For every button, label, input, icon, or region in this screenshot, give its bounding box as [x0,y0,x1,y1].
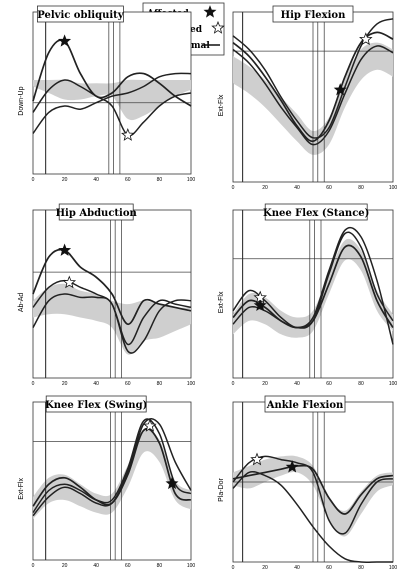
panel-title: Pelvic obliquity [37,10,125,21]
event-lines [45,210,122,378]
unaffected-star-icon [121,127,135,141]
panel-title: Hip Flexion [281,10,346,21]
x-tick-label: 40 [93,563,99,569]
panel-hip-abduction: 0 20 40 60 80 100 Hip Abduction Ab-Ad [18,203,196,387]
x-tick-label: 40 [294,185,300,191]
x-tick-label: 80 [358,381,364,387]
x-tick-label: 20 [62,563,68,569]
unaffected-star-icon [250,452,264,466]
x-tick-label: 100 [389,565,398,571]
unaffected-star-icon [62,275,77,289]
event-lines [242,402,325,562]
event-lines [45,402,122,560]
x-tick-label: 0 [32,177,35,183]
series-line-unaffected [32,79,192,137]
x-tick-label: 80 [157,563,163,569]
panel-title-box [58,203,134,221]
y-axis-label: Pla-Dor [218,477,225,501]
x-tick-label: 60 [326,381,332,387]
x-tick-label: 0 [232,185,235,191]
unaffected-star-icon [253,290,267,304]
normal-band [33,428,191,519]
affected-star-icon [58,243,72,256]
panel-title-box [45,395,147,413]
normal-band [233,42,393,155]
affected-star-icon [58,34,72,47]
panel-pelvic-obliquity: 0 20 40 60 80 100 Pelvic obliquity Down-Up [18,5,196,183]
panel-title-box [264,203,368,221]
affected-star-icon [165,476,179,490]
x-tick-labels: 0 20 40 60 80 100 [32,177,196,183]
x-tick-label: 100 [187,177,196,183]
y-axis-label: Ab-Ad [18,293,25,313]
x-tick-label: 0 [32,381,35,387]
x-tick-label: 40 [294,381,300,387]
series-line-unaffected [32,279,192,346]
panel-title: Knee Flex (Stance) [263,208,369,219]
panel-title: Ankle Flexion [266,400,344,411]
legend-affected-star-icon [203,5,217,18]
normal-band [233,455,393,537]
affected-star-icon [333,83,347,96]
x-tick-label: 80 [358,565,364,571]
series-line-unaffected [232,455,394,535]
x-tick-label: 0 [232,381,235,387]
series-line-secondary [32,72,192,134]
series-line-unaffected [32,418,192,514]
x-tick-label: 60 [125,381,131,387]
panel-title: Hip Abduction [56,208,138,219]
unaffected-star-icon [143,418,157,432]
x-tick-label: 0 [32,563,35,569]
x-tick-label: 0 [232,565,235,571]
x-tick-label: 40 [294,565,300,571]
series-line-affected [32,427,192,507]
x-tick-label: 40 [93,381,99,387]
x-tick-label: 60 [125,177,131,183]
unaffected-star-icon [359,32,373,46]
x-tick-label: 20 [262,185,268,191]
x-tick-label: 80 [157,177,163,183]
panel-title: Knee Flex (Swing) [45,400,147,411]
x-tick-labels: 0 20 40 60 80 100 [232,565,398,571]
panel-title-box [37,5,124,23]
series-line-affected [232,464,394,515]
x-tick-labels: 0 20 40 60 80 100 [232,381,398,387]
x-tick-label: 20 [62,381,68,387]
x-tick-label: 80 [157,381,163,387]
x-tick-label: 100 [187,381,196,387]
x-tick-labels: 0 20 40 60 80 100 [32,563,196,569]
x-tick-label: 80 [358,185,364,191]
series-line-secondary [232,45,394,146]
x-tick-label: 40 [93,177,99,183]
event-lines [242,12,325,182]
y-axis-label: Ext-Flx [18,478,25,500]
x-tick-label: 20 [62,177,68,183]
y-axis-label: Down-Up [18,86,25,115]
x-tick-labels: 0 20 40 60 80 100 [32,381,196,387]
panel-hip-flexion: 0 20 40 60 80 100 Hip Flexion Ext-Flx [218,5,398,191]
y-axis-label: Ext-Flx [218,94,225,116]
x-tick-labels: 0 20 40 60 80 100 [232,185,398,191]
series-line-secondary [232,226,394,345]
panel-ankle-flexion: 0 20 40 60 80 100 Ankle Flexion Pla-Dor [218,395,398,571]
normal-band [33,283,191,355]
panel-knee-flex-swing: 0 20 40 60 80 100 Knee Flex (Swing) Ext-Flx [18,395,196,569]
normal-band [33,79,191,121]
x-tick-label: 100 [389,185,398,191]
affected-star-icon [253,298,267,311]
panel-title-box [272,5,354,23]
panel-knee-flex-stance: 0 20 40 60 80 100 Knee Flex (Stance) Ext-Flx [218,203,398,387]
x-tick-label: 60 [326,565,332,571]
x-tick-label: 100 [187,563,196,569]
x-tick-label: 60 [125,563,131,569]
x-tick-label: 100 [389,381,398,387]
affected-star-icon [285,460,299,473]
panel-title-box [264,395,346,413]
x-tick-label: 20 [262,381,268,387]
x-tick-label: 60 [326,185,332,191]
x-tick-label: 20 [262,565,268,571]
legend-unaffected-star-icon [211,20,225,34]
y-axis-label: Ext-Flx [218,291,225,313]
